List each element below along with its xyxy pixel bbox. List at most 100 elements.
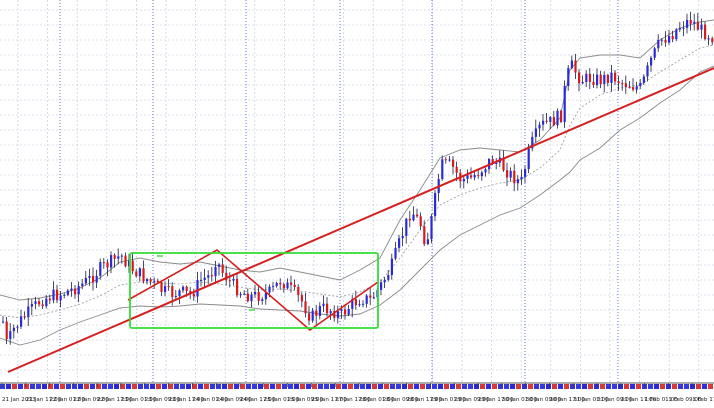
candle-bear — [491, 158, 494, 164]
footer-indicator — [450, 384, 455, 389]
time-label: 29 Jan 01:00 — [430, 397, 466, 403]
time-label: 23 Jan 09:00 — [145, 397, 181, 403]
candle-bull — [110, 255, 113, 268]
footer-indicator — [390, 384, 395, 389]
candle-bear — [470, 175, 473, 178]
candle-bull — [390, 258, 393, 276]
candle-bear — [333, 311, 336, 319]
footer-indicator — [42, 384, 47, 389]
footer-indicator — [216, 384, 221, 389]
candle-bull — [174, 296, 177, 298]
candle-bull — [182, 286, 185, 291]
candle-bull — [250, 294, 253, 302]
candle-bull — [196, 280, 199, 297]
candle-bull — [272, 286, 275, 288]
candle-bull — [138, 268, 141, 277]
footer-indicator — [564, 384, 569, 389]
candle-bull — [164, 286, 167, 292]
footer-indicator — [90, 384, 95, 389]
footer-indicator — [582, 384, 587, 389]
time-label: 25 Jan 01:00 — [264, 397, 300, 403]
candle-bull — [81, 283, 84, 287]
time-label: 28 Jan 01:00 — [359, 397, 395, 403]
candle-bull — [70, 288, 73, 291]
footer-indicator — [120, 384, 125, 389]
candle-bear — [416, 214, 419, 217]
candle-bull — [635, 86, 638, 90]
candle-bear — [160, 282, 163, 292]
time-label: 31 Jan 09:00 — [597, 397, 633, 403]
candle-bull — [207, 275, 210, 278]
candle-bear — [124, 255, 127, 267]
footer-indicator — [48, 384, 53, 389]
candle-bull — [675, 29, 678, 40]
candle-bull — [52, 289, 55, 301]
candle-bull — [264, 292, 267, 300]
candle-bear — [297, 287, 300, 296]
time-label: 25 Jan 09:00 — [288, 397, 324, 403]
footer-indicator — [402, 384, 407, 389]
candle-bear — [344, 309, 347, 315]
time-label: 1 Feb 17:00 — [692, 397, 714, 403]
footer-indicator — [276, 384, 281, 389]
time-label: 1 Feb 09:00 — [668, 397, 702, 403]
candle-bear — [423, 226, 426, 245]
time-label: 23 Jan 01:00 — [121, 397, 157, 403]
candle-bull — [329, 311, 332, 314]
candle-bear — [228, 280, 231, 282]
candle-bull — [542, 120, 545, 125]
candle-bull — [372, 297, 375, 299]
candle-bull — [668, 36, 671, 43]
grid-layer — [0, 0, 714, 382]
footer-indicator — [150, 384, 155, 389]
footer-indicator — [12, 384, 17, 389]
footer-indicator — [426, 384, 431, 389]
footer-indicator — [546, 384, 551, 389]
time-label: 29 Jan 17:00 — [478, 397, 514, 403]
candle-bull — [254, 291, 257, 295]
footer-indicator — [66, 384, 71, 389]
candle-bear — [599, 74, 602, 85]
footer-indicator — [108, 384, 113, 389]
candle-bull — [200, 279, 203, 281]
footer-indicator — [318, 384, 323, 389]
footer-indicator — [702, 384, 707, 389]
footer-indicator — [348, 384, 353, 389]
candle-bear — [624, 83, 627, 87]
footer-indicator — [540, 384, 545, 389]
footer-indicator — [168, 384, 173, 389]
candle-bull — [678, 28, 681, 30]
footer-indicator — [126, 384, 131, 389]
footer-indicator — [234, 384, 239, 389]
footer-indicator — [288, 384, 293, 389]
candle-bear — [131, 260, 134, 272]
candle-bull — [239, 294, 242, 296]
footer-indicator — [480, 384, 485, 389]
candle-bear — [5, 321, 8, 340]
candle-bull — [650, 57, 653, 66]
time-label: 30 Jan 01:00 — [502, 397, 538, 403]
bollinger-bands — [0, 19, 714, 346]
candle-bull — [380, 282, 383, 290]
range-box — [129, 252, 379, 329]
candle-bull — [34, 301, 37, 304]
candle-bull — [480, 172, 483, 177]
footer-indicator — [366, 384, 371, 389]
footer-indicator — [36, 384, 41, 389]
candle-bull — [365, 295, 368, 304]
candle-bull — [232, 278, 235, 281]
footer-indicator — [606, 384, 611, 389]
candle-bear — [221, 264, 224, 273]
candle-bull — [218, 264, 221, 267]
candle-bull — [642, 76, 645, 83]
footer-indicator — [54, 384, 59, 389]
footer-indicator — [576, 384, 581, 389]
footer-indicator — [138, 384, 143, 389]
footer-indicator — [558, 384, 563, 389]
footer-indicator — [174, 384, 179, 389]
footer-indicator — [432, 384, 437, 389]
candle-bull — [657, 39, 660, 49]
footer-indicator — [588, 384, 593, 389]
footer-indicator — [312, 384, 317, 389]
